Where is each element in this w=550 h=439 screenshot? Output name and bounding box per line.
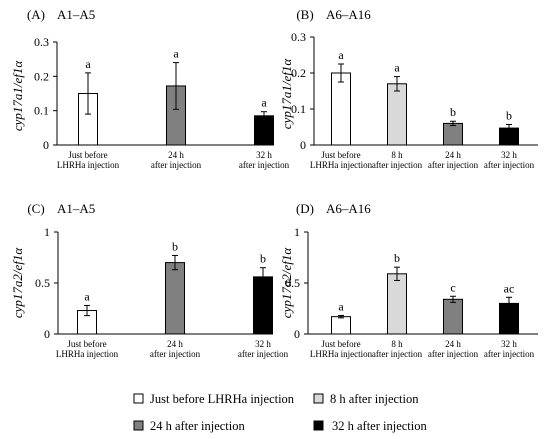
panel-title: A1–A5 [57,7,95,22]
legend-swatch [313,420,324,431]
bar [443,122,463,146]
chart-panel-2: (B) A6–A16 cyp17a1/ef1α 0 0.1 0.2 0.3 a Just bef… [279,7,538,170]
x-category-label: after injection [150,349,201,359]
x-category-label: 32 h [501,150,517,160]
legend-swatch [133,420,144,431]
x-category-label: after injection [239,160,290,170]
significance-letter: a [261,96,267,110]
x-category-label: Just before [321,339,360,349]
x-category-label: 24 h [168,150,184,160]
significance-letter: b [450,105,456,119]
y-tick-label: 0 [44,327,50,341]
panel-letter: (A) [27,7,45,22]
significance-letter: c [450,280,455,294]
x-category-label: Just before [321,150,360,160]
significance-letter: a [338,299,344,313]
x-category-label: 24 h [445,150,461,160]
legend-label: 32 h after injection [332,419,428,433]
significance-letter: a [338,48,344,62]
y-axis-label: cyp17a1/ef1α [10,60,25,132]
panel-title: A1–A5 [57,201,95,216]
x-category-label: LHRHa injection [56,349,119,359]
y-tick-label: 0.1 [291,102,306,116]
bar [165,262,185,335]
x-category-label: LHRHa injection [310,349,373,359]
y-tick-label: 0.2 [34,69,49,83]
bar [443,298,463,335]
y-tick-label: 0.5 [285,276,300,290]
panel-letter: (B) [296,7,313,22]
x-category-label: 8 h [391,150,403,160]
x-category-label: 8 h [391,339,403,349]
x-category-label: 32 h [256,150,272,160]
legend: Just before LHRHa injection 8 h after inj… [133,392,428,433]
y-axis-label: cyp17a2/ef1α [10,247,25,319]
y-tick-label: 1 [44,225,50,239]
y-tick-label: 0.3 [291,30,306,44]
panel-letter: (C) [27,201,44,216]
x-category-label: Just before [67,339,106,349]
x-category-label: after injection [238,349,289,359]
y-tick-label: 0.5 [35,276,50,290]
significance-letter: b [172,239,178,253]
legend-label: 24 h after injection [150,419,246,433]
panel-title: A6–A16 [326,201,371,216]
x-category-label: LHRHa injection [310,160,373,170]
legend-swatch [313,393,324,404]
y-axis-label: cyp17a2/ef1α [279,247,294,319]
y-tick-label: 0 [43,138,49,152]
significance-letter: a [85,57,91,71]
bar [387,83,407,146]
x-category-label: after injection [151,160,202,170]
panel-title: A6–A16 [326,7,371,22]
x-category-label: after injection [428,349,479,359]
significance-letter: a [394,61,400,75]
significance-letter: b [394,251,400,265]
legend-label: Just before LHRHa injection [150,392,295,406]
bar [331,316,351,335]
x-category-label: after injection [428,160,479,170]
x-category-label: after injection [372,160,423,170]
y-tick-label: 0.3 [34,35,49,49]
y-tick-label: 0.2 [291,66,306,80]
significance-letter: b [506,108,512,122]
x-category-label: LHRHa injection [57,160,120,170]
y-axis-label: cyp17a1/ef1α [279,58,294,130]
y-tick-label: 0.1 [34,104,49,118]
legend-label: 8 h after injection [330,392,419,406]
chart-panel-3: (C) A1–A5 cyp17a2/ef1α 0 0.5 1 a Just beforeLHR… [10,201,289,359]
x-category-label: 24 h [445,339,461,349]
y-tick-label: 0 [294,327,300,341]
x-category-label: after injection [484,349,535,359]
x-category-label: after injection [372,349,423,359]
y-tick-label: 1 [294,225,300,239]
panel-letter: (D) [296,201,314,216]
significance-letter: ac [504,281,515,295]
bar [387,273,407,335]
significance-letter: a [173,47,179,61]
x-category-label: Just before [68,150,107,160]
legend-swatch [133,393,144,404]
significance-letter: b [260,252,266,266]
x-category-label: after injection [484,160,535,170]
x-category-label: 24 h [167,339,183,349]
y-tick-label: 0 [300,138,306,152]
significance-letter: a [84,289,90,303]
chart-panel-1: (A) A1–A5 cyp17a1/ef1α 0 0.1 0.2 0.3 a Just befo… [10,7,290,170]
x-category-label: 32 h [255,339,271,349]
x-category-label: 32 h [501,339,517,349]
bar [331,72,351,146]
